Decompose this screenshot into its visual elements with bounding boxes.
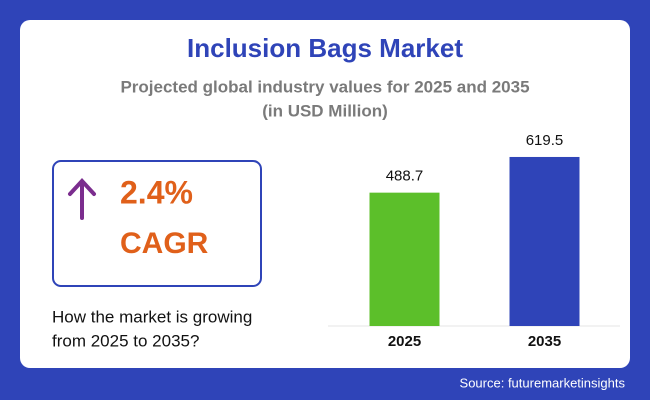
card xyxy=(20,20,630,368)
x-tick-label: 2035 xyxy=(528,333,561,350)
subtitle: Projected global industry values for 202… xyxy=(120,77,529,96)
source: Source: futuremarketinsights xyxy=(460,375,626,390)
cagr-box xyxy=(52,160,262,287)
bar xyxy=(509,156,580,326)
x-tick-label: 2025 xyxy=(388,333,421,350)
subtitle: (in USD Million) xyxy=(262,101,388,120)
bar xyxy=(369,192,440,326)
value-label: 488.7 xyxy=(386,168,424,185)
up-arrow xyxy=(68,178,96,220)
value-label: 619.5 xyxy=(526,132,564,149)
question: from 2025 to 2035? xyxy=(52,331,199,350)
title: Inclusion Bags Market xyxy=(187,33,463,63)
cagr-label: CAGR xyxy=(120,227,209,260)
question: How the market is growing xyxy=(52,307,252,326)
cagr-value: 2.4% xyxy=(120,174,193,210)
